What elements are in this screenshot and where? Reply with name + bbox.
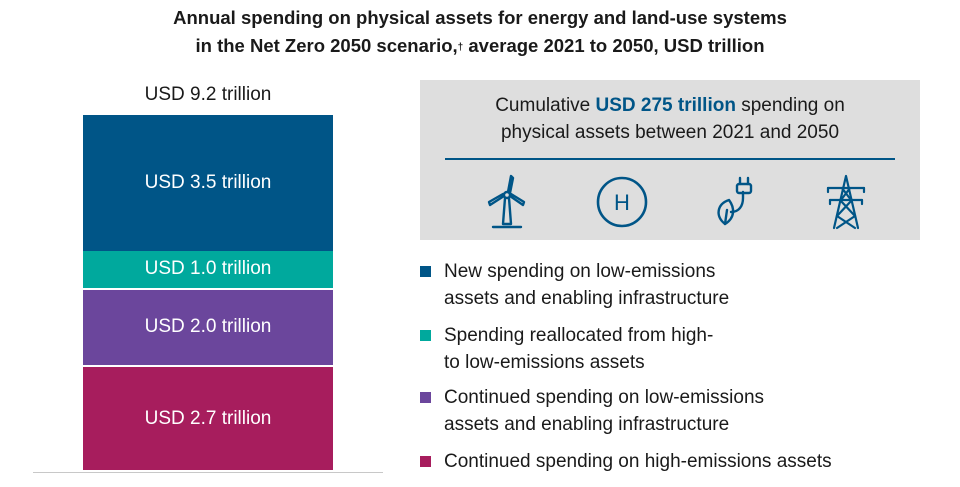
chart-title-line2-pre: in the Net Zero 2050 scenario, xyxy=(195,35,458,56)
bar-segment-label: USD 2.7 trillion xyxy=(144,407,272,429)
wind-turbine-icon xyxy=(487,174,526,229)
axis-baseline xyxy=(33,472,383,473)
dagger-footnote-mark: † xyxy=(457,42,464,53)
bar-segment-label: USD 3.5 trillion xyxy=(144,171,272,193)
power-pylon-icon xyxy=(826,174,866,230)
bar-segment: USD 2.7 trillion xyxy=(83,367,333,472)
legend-label: Spending reallocated from high- to low-e… xyxy=(444,325,714,373)
panel-divider xyxy=(445,158,895,160)
chart-title-line1: Annual spending on physical assets for e… xyxy=(173,7,787,28)
chart-title: Annual spending on physical assets for e… xyxy=(0,4,960,60)
hydrogen-icon: H xyxy=(596,176,648,228)
chart-title-line2: in the Net Zero 2050 scenario,† average … xyxy=(0,32,960,60)
bar-segment-label: USD 2.0 trillion xyxy=(144,316,272,338)
panel-text-highlight: USD 275 trillion xyxy=(595,95,736,116)
panel-text: Cumulative USD 275 trillion spending on … xyxy=(420,92,920,146)
panel-text-pre: Cumulative xyxy=(495,95,596,116)
bar-segment-label: USD 1.0 trillion xyxy=(144,258,272,280)
legend-swatch xyxy=(420,392,431,403)
legend-label: Continued spending on low-emissions asse… xyxy=(444,387,765,435)
total-label: USD 9.2 trillion xyxy=(144,84,272,105)
legend-swatch xyxy=(420,456,431,467)
legend-label: Continued spending on high-emissions ass… xyxy=(444,451,832,472)
bar-segment: USD 3.5 trillion xyxy=(83,115,333,251)
hydrogen-letter: H xyxy=(614,190,630,215)
panel-text-post: spending on xyxy=(735,95,845,116)
panel-text-line2: physical assets between 2021 and 2050 xyxy=(500,122,840,143)
bio-plug-icon xyxy=(717,176,753,226)
legend-label: New spending on low-emissions assets and… xyxy=(444,261,730,309)
legend-swatch xyxy=(420,266,431,277)
cumulative-spending-panel: Cumulative USD 275 trillion spending on … xyxy=(420,80,920,240)
bar-segment: USD 2.0 trillion xyxy=(83,289,333,368)
bar-segment: USD 1.0 trillion xyxy=(83,250,333,290)
chart-title-line2-post: average 2021 to 2050, USD trillion xyxy=(463,35,765,56)
legend-swatch xyxy=(420,330,431,341)
stacked-bar: USD 2.7 trillion USD 2.0 trillion USD 1.0 … xyxy=(83,115,333,472)
